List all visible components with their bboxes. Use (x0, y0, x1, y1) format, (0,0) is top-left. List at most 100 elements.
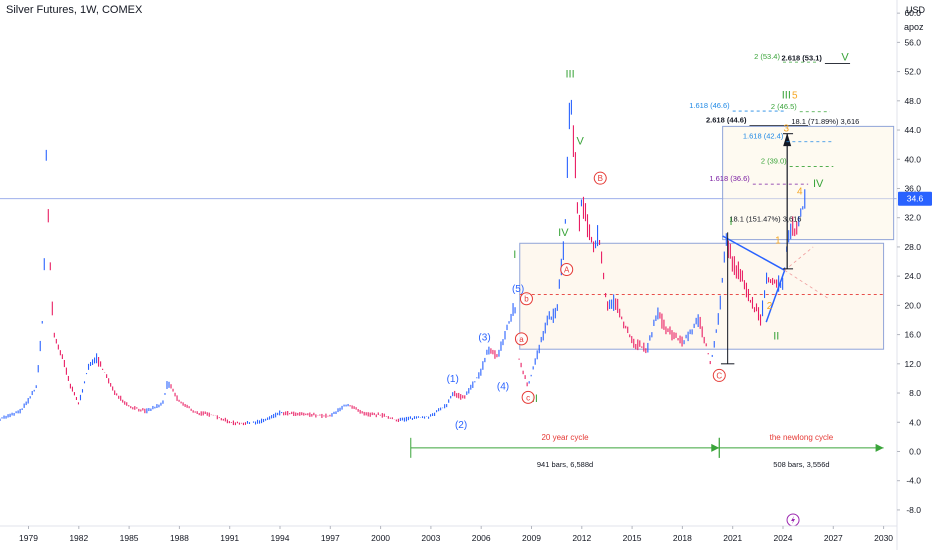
scale-label[interactable]: apoz (904, 22, 924, 32)
price-tag-label: 34.6 (907, 194, 924, 204)
price-series (0, 99, 806, 426)
y-tick-label: 60.0 (904, 8, 921, 18)
triangle-lower-line (765, 270, 786, 323)
wave-circle (521, 390, 535, 404)
wave-label: V (841, 52, 849, 64)
x-axis: 1979 1982 1985 1988 1991 1994 1997 2000 2003 2006… (0, 525, 897, 543)
y-tick-label: 44.0 (904, 125, 921, 135)
x-tick-label: 1997 (321, 533, 340, 543)
x-tick-label: 1994 (271, 533, 290, 543)
wave-label: V (576, 136, 584, 148)
wave-label: (2) (455, 420, 467, 431)
fib-target-label: 1.618 (42.4) (743, 132, 784, 141)
cycle-arrowhead (875, 443, 884, 452)
wave-label: I (513, 249, 516, 261)
wave-label: IV (813, 178, 824, 190)
wave-circle (560, 262, 574, 276)
y-tick-label: 0.0 (909, 446, 921, 456)
x-tick-label: 2024 (774, 533, 793, 543)
wave-label: b (524, 295, 529, 304)
fib-target-label: 2 (39.0) (761, 157, 787, 166)
wave-label: B (598, 174, 603, 183)
y-tick-label: 12.0 (904, 359, 921, 369)
y-tick-label: 52.0 (904, 67, 921, 77)
wave-circle (593, 171, 607, 185)
x-tick-label: 2018 (673, 533, 692, 543)
wave-label: (3) (478, 332, 490, 343)
x-tick-label: 1985 (120, 533, 139, 543)
wave-label: IV (558, 227, 569, 239)
x-tick-label: 2003 (421, 533, 440, 543)
x-tick-label: 2012 (572, 533, 591, 543)
target-box (722, 125, 895, 241)
wave-label: III (782, 90, 791, 102)
wave-label: A (564, 265, 570, 274)
triangle-upper-line (722, 235, 786, 271)
fib-target-label: 2.618 (44.6) (706, 116, 747, 125)
x-tick-label: 1982 (69, 533, 88, 543)
x-tick-label: 2006 (472, 533, 491, 543)
x-tick-label: 1988 (170, 533, 189, 543)
y-tick-label: 20.0 (904, 300, 921, 310)
y-tick-label: 16.0 (904, 330, 921, 340)
y-tick-label: 24.0 (904, 271, 921, 281)
x-tick-label: 1991 (220, 533, 239, 543)
wave-label: 4 (797, 186, 803, 197)
x-tick-label: 2015 (623, 533, 642, 543)
y-tick-label: 4.0 (909, 417, 921, 427)
cycle-arrowhead (711, 443, 720, 452)
wave-label: (4) (497, 381, 509, 392)
y-tick-label: 48.0 (904, 96, 921, 106)
measure-label: 18.1 (151.47%) 3,616 (729, 214, 801, 223)
wave-label: 1 (775, 235, 781, 246)
price-tag (898, 191, 932, 206)
measure-label: 18.1 (71.89%) 3,616 (791, 117, 859, 126)
x-tick-label: 2021 (723, 533, 742, 543)
cycle-label: 20 year cycle (541, 433, 589, 442)
x-tick-label: 2027 (824, 533, 843, 543)
x-tick-label: 2000 (371, 533, 390, 543)
wave-label: II (773, 331, 779, 343)
y-tick-label: 32.0 (904, 213, 921, 223)
y-tick-label: -8.0 (906, 505, 921, 515)
wave-label: C (716, 371, 722, 380)
y-tick-label: 36.0 (904, 183, 921, 193)
y-tick-label: 40.0 (904, 154, 921, 164)
wave-label: (1) (447, 374, 459, 385)
cycle-bars-label: 508 bars, 3,556d (773, 460, 829, 469)
y-tick-label: 8.0 (909, 388, 921, 398)
wave-label: 5 (792, 91, 798, 102)
y-tick-label: 28.0 (904, 242, 921, 252)
measure-arrowhead (783, 132, 792, 147)
currency-label[interactable]: USD (906, 5, 926, 15)
cycle-bars-label: 941 bars, 6,588d (537, 460, 593, 469)
symbol-title: Silver Futures, 1W, COMEX (6, 4, 143, 16)
triangle-projection (784, 269, 831, 300)
wave-label: (5) (512, 284, 524, 295)
wave-circle (519, 292, 533, 306)
triangle-projection-2 (784, 246, 814, 271)
wave-circle (712, 368, 726, 382)
fib-target-label: 2 (53.4) (754, 52, 780, 61)
wave-label: a (519, 335, 524, 344)
fib-target-label: 2.618 (53.1) (781, 54, 822, 63)
fib-target-label: 1.618 (36.6) (709, 174, 750, 183)
cycle-label: the newlong cycle (770, 433, 834, 442)
x-tick-label: 2030 (874, 533, 893, 543)
fib-target-label: 1.618 (46.6) (689, 101, 730, 110)
wave-label: I (729, 216, 732, 228)
wave-circle (514, 332, 528, 346)
y-tick-label: -4.0 (906, 476, 921, 486)
x-tick-label: 2009 (522, 533, 541, 543)
y-tick-label: 56.0 (904, 37, 921, 47)
wave-label: II (532, 393, 538, 405)
wave-label: 2 (767, 301, 773, 312)
lightning-bolt (791, 516, 796, 524)
wave-label: c (526, 393, 530, 402)
wave-label: III (565, 68, 574, 80)
y-axis: 60.0 56.0 52.0 48.0 44.0 40.0 36.0 32.0 28.0 24.0… (896, 0, 932, 550)
x-tick-label: 1979 (19, 533, 38, 543)
fib-target-label: 2 (46.5) (771, 102, 797, 111)
wave-label: 3 (784, 124, 790, 135)
